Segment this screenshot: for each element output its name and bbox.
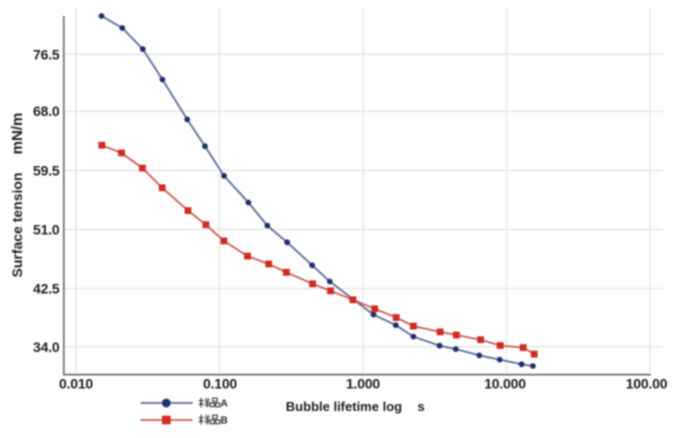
svg-text:A: A [221, 399, 228, 410]
svg-text:42.5: 42.5 [33, 281, 60, 297]
svg-text:76.5: 76.5 [33, 46, 60, 62]
svg-text:34.0: 34.0 [33, 339, 60, 355]
svg-text:59.5: 59.5 [33, 163, 60, 179]
svg-text:B: B [221, 416, 228, 427]
svg-text:0.010: 0.010 [59, 376, 93, 392]
svg-text:Surface tension: Surface tension [9, 172, 25, 277]
svg-text:100.00: 100.00 [626, 376, 668, 392]
svg-text:Bubble lifetime log: Bubble lifetime log [286, 399, 402, 414]
svg-text:10.000: 10.000 [484, 376, 526, 392]
svg-text:mN/m: mN/m [9, 113, 26, 155]
svg-text:0.100: 0.100 [203, 376, 237, 392]
svg-text:68.0: 68.0 [33, 103, 60, 119]
svg-text:51.0: 51.0 [33, 222, 60, 238]
svg-text:1.000: 1.000 [346, 376, 380, 392]
svg-text:s: s [418, 399, 425, 414]
